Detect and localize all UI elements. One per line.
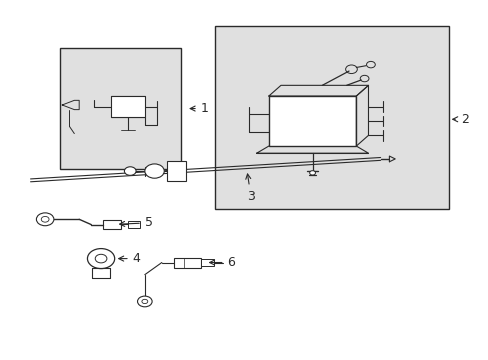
- Text: 5: 5: [120, 216, 153, 229]
- Bar: [127, 221, 140, 228]
- Text: 3: 3: [245, 174, 254, 203]
- Text: 4: 4: [119, 252, 140, 265]
- Circle shape: [36, 213, 54, 226]
- Bar: [103, 220, 120, 229]
- Bar: [174, 257, 201, 267]
- Bar: [215, 26, 448, 208]
- Bar: [166, 161, 186, 181]
- Circle shape: [309, 171, 315, 175]
- Bar: [111, 96, 144, 117]
- Circle shape: [87, 249, 115, 269]
- Text: 2: 2: [452, 113, 468, 126]
- Text: 6: 6: [209, 256, 235, 269]
- Bar: [60, 48, 181, 169]
- Circle shape: [124, 167, 136, 175]
- Circle shape: [137, 296, 152, 307]
- Bar: [201, 259, 213, 266]
- Text: 1: 1: [190, 102, 208, 115]
- Bar: [268, 96, 356, 146]
- Circle shape: [144, 164, 164, 178]
